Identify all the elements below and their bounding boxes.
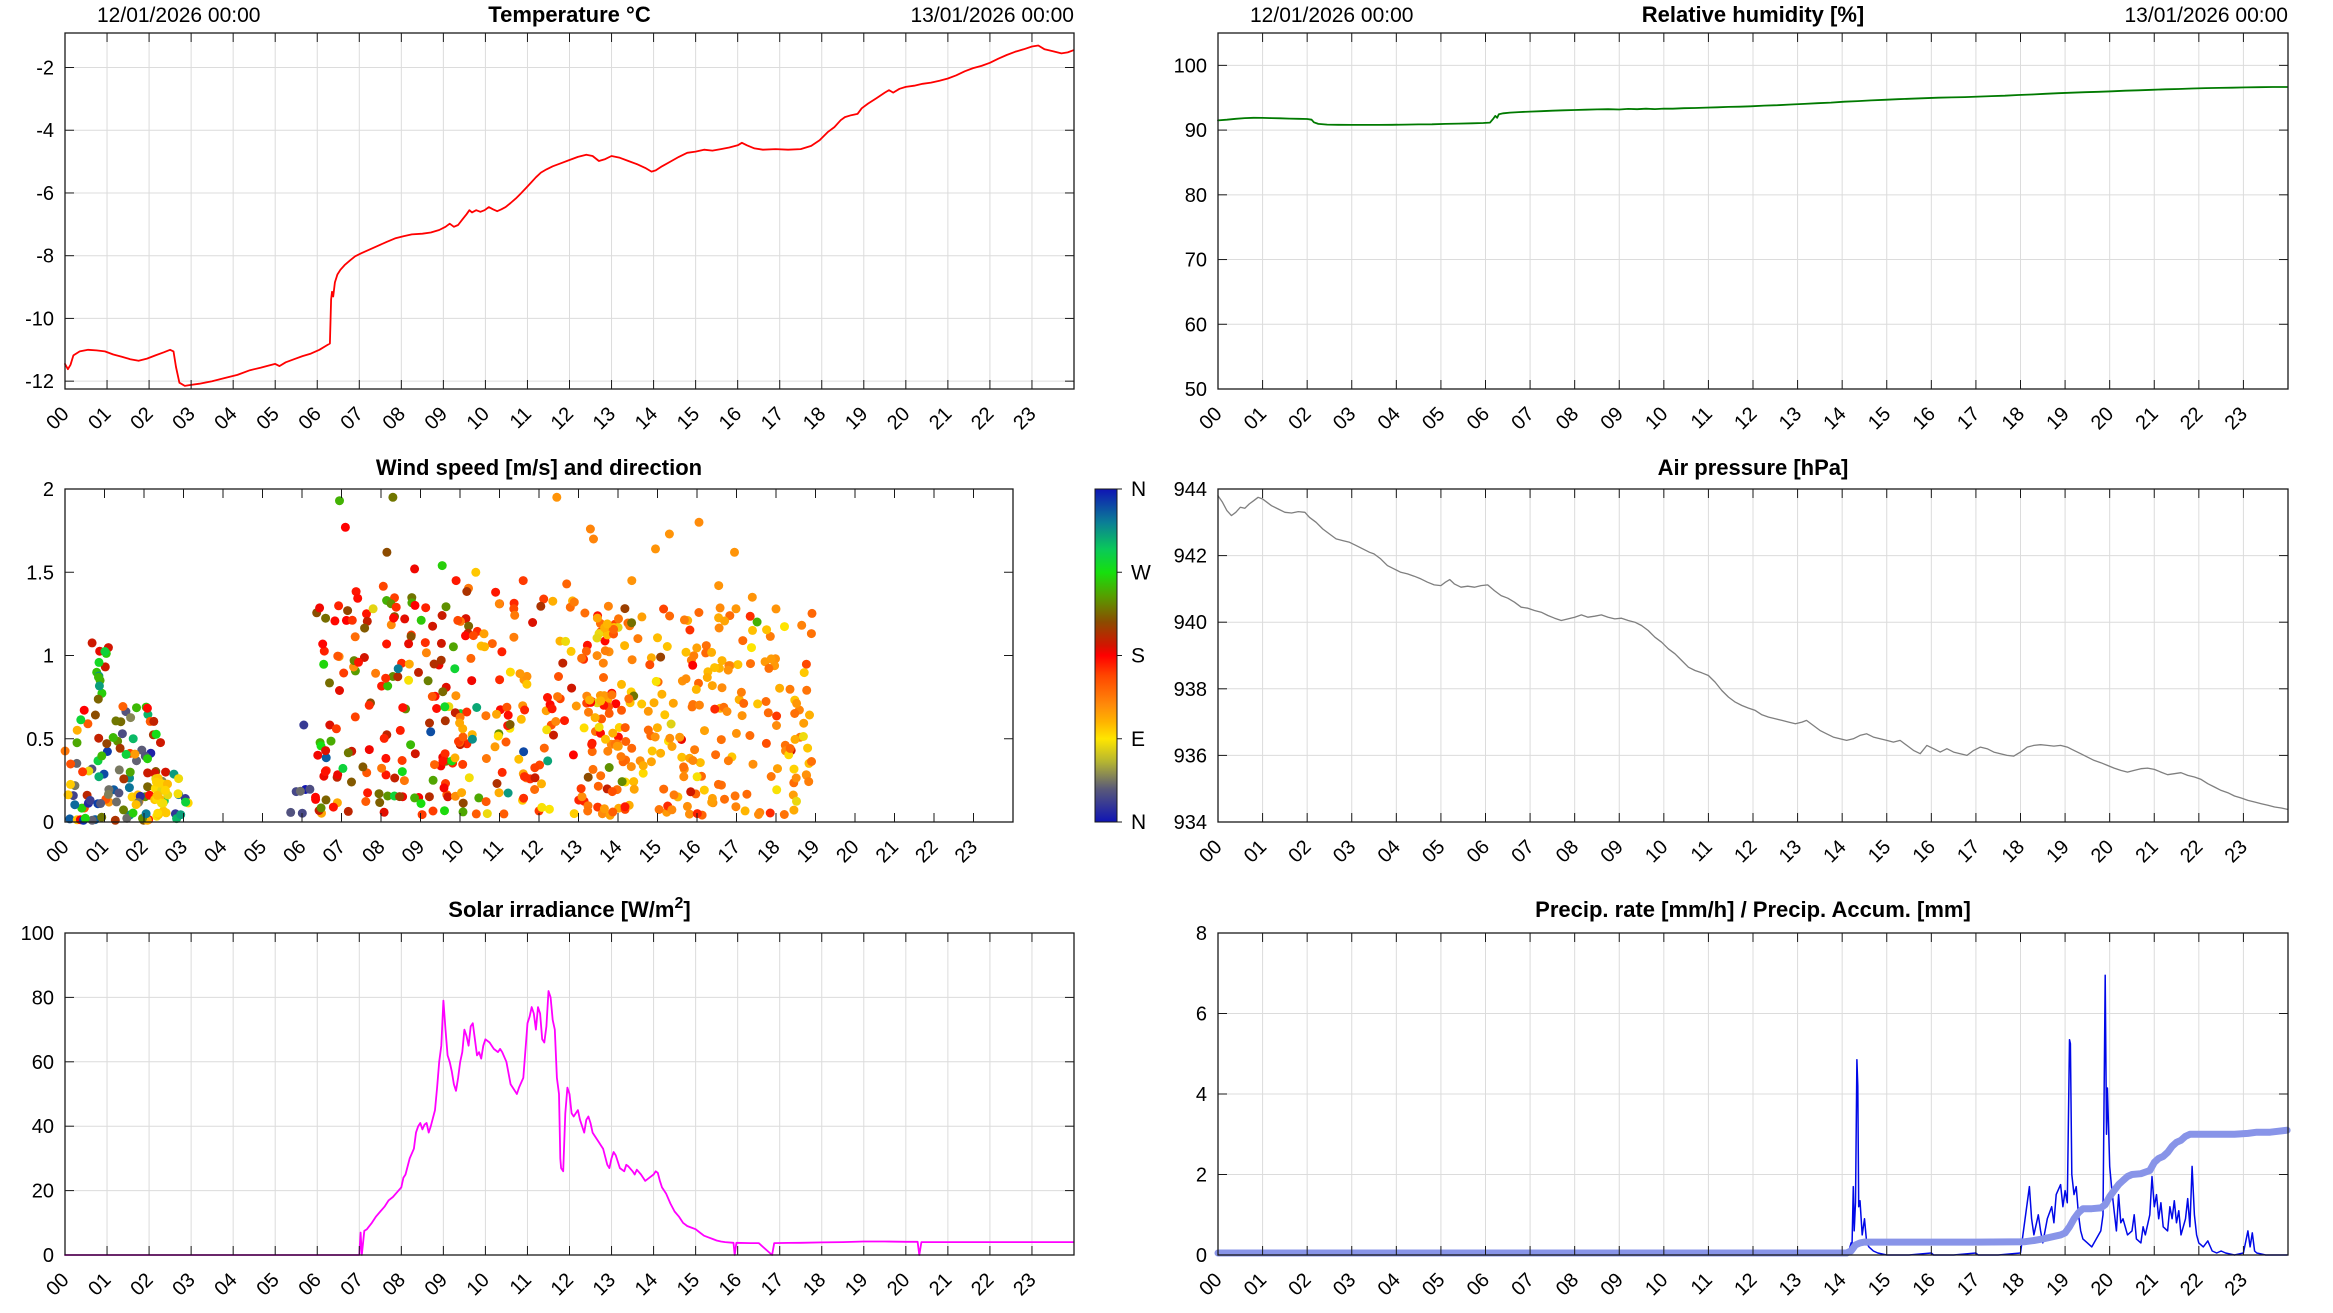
svg-text:-4: -4 <box>36 120 54 142</box>
svg-text:0: 0 <box>43 1245 54 1267</box>
wind-scatter-points <box>60 492 817 825</box>
temperature-date-right: 13/01/2026 00:00 <box>911 4 1075 27</box>
humidity-chart: 00 01 02 03 04 05 06 07 08 09 10 11 12 13 14 15 16 17 18 19… <box>1166 0 2333 437</box>
svg-text:60: 60 <box>32 1052 54 1074</box>
svg-text:-6: -6 <box>36 183 54 205</box>
panel-pressure: 00 01 02 03 04 05 06 07 08 09 10 11 12 13 14 15 16 17 18 19… <box>1166 437 2333 875</box>
precip-chart: 00 01 02 03 04 05 06 07 08 09 10 11 12 13 14 15 16 17 18 19… <box>1166 875 2333 1313</box>
svg-text:20: 20 <box>32 1181 54 1203</box>
pressure-title: Air pressure [hPa] <box>1658 455 1849 480</box>
svg-text:90: 90 <box>1185 120 1207 142</box>
panel-humidity: 00 01 02 03 04 05 06 07 08 09 10 11 12 13 14 15 16 17 18 19… <box>1166 0 2333 437</box>
svg-text:-2: -2 <box>36 58 54 80</box>
pressure-ticks <box>1218 488 2288 823</box>
svg-text:-10: -10 <box>25 308 54 330</box>
svg-text:100: 100 <box>21 923 54 945</box>
svg-text:1.5: 1.5 <box>26 562 54 584</box>
solar-series-0 <box>64 990 1075 1256</box>
colorbar-labels: N W S E N <box>1117 478 1151 834</box>
panel-wind: 00 01 02 03 04 05 06 07 08 09 10 11 12 13 14 15 16 17 18 19… <box>0 437 1166 875</box>
svg-text:940: 940 <box>1174 612 1207 634</box>
svg-text:6: 6 <box>1196 1004 1207 1026</box>
svg-text:-12: -12 <box>25 371 54 393</box>
pressure-y-tick-labels: 934 936 938 940 942 944 <box>1174 479 1207 834</box>
svg-text:942: 942 <box>1174 546 1207 568</box>
svg-text:938: 938 <box>1174 679 1207 701</box>
svg-text:0.5: 0.5 <box>26 729 54 751</box>
temperature-ticks <box>65 33 1074 389</box>
pressure-background <box>1166 437 2333 875</box>
humidity-series-0 <box>1217 86 2288 126</box>
svg-text:E: E <box>1131 728 1145 751</box>
svg-text:944: 944 <box>1174 479 1207 501</box>
svg-text:100: 100 <box>1174 55 1207 77</box>
svg-text:N: N <box>1131 478 1146 501</box>
wind-direction-colorbar <box>1094 488 1118 823</box>
humidity-gridlines <box>1218 33 2288 389</box>
svg-text:80: 80 <box>32 987 54 1009</box>
temperature-chart: 00 01 02 03 04 05 06 07 08 09 10 11 12 13 14 15 16 17 18 19… <box>0 0 1166 437</box>
humidity-y-tick-labels: 50 60 70 80 90 100 <box>1174 55 1207 401</box>
svg-text:60: 60 <box>1185 314 1207 336</box>
wind-title: Wind speed [m/s] and direction <box>376 455 702 480</box>
wind-chart: 00 01 02 03 04 05 06 07 08 09 10 11 12 13 14 15 16 17 18 19… <box>0 437 1166 875</box>
temperature-date-left: 12/01/2026 00:00 <box>97 4 261 27</box>
pressure-chart: 00 01 02 03 04 05 06 07 08 09 10 11 12 13 14 15 16 17 18 19… <box>1166 437 2333 875</box>
wind-y-tick-labels: 0 0.5 1 1.5 2 <box>26 479 54 834</box>
temperature-title: Temperature °C <box>488 2 651 27</box>
temperature-background <box>0 0 1166 437</box>
svg-text:2: 2 <box>43 479 54 501</box>
svg-text:N: N <box>1131 811 1146 834</box>
svg-text:50: 50 <box>1185 379 1207 401</box>
svg-text:4: 4 <box>1196 1084 1207 1106</box>
svg-text:40: 40 <box>32 1116 54 1138</box>
humidity-background <box>1166 0 2333 437</box>
humidity-ticks <box>1218 33 2288 390</box>
svg-text:70: 70 <box>1185 250 1207 272</box>
solar-gridlines <box>65 933 1074 1255</box>
temperature-gridlines <box>65 33 1074 389</box>
solar-title: Solar irradiance [W/m2] <box>448 895 690 922</box>
humidity-title: Relative humidity [%] <box>1642 2 1864 27</box>
wind-ticks <box>65 488 1013 823</box>
solar-background <box>0 875 1166 1313</box>
solar-y-tick-labels: 0 20 40 60 80 100 <box>21 923 54 1267</box>
svg-text:934: 934 <box>1174 812 1207 834</box>
precip-y-tick-labels: 0 2 4 6 8 <box>1196 923 1207 1267</box>
svg-text:1: 1 <box>43 646 54 668</box>
svg-text:S: S <box>1131 645 1145 668</box>
svg-text:0: 0 <box>1196 1245 1207 1267</box>
precip-ticks <box>1218 932 2288 1256</box>
svg-text:936: 936 <box>1174 745 1207 767</box>
solar-chart: 00 01 02 03 04 05 06 07 08 09 10 11 12 13 14 15 16 17 18 19… <box>0 875 1166 1313</box>
humidity-date-left: 12/01/2026 00:00 <box>1250 4 1414 27</box>
precip-title: Precip. rate [mm/h] / Precip. Accum. [mm… <box>1535 897 1971 922</box>
svg-text:W: W <box>1131 561 1151 584</box>
svg-text:2: 2 <box>1196 1165 1207 1187</box>
panel-temperature: 00 01 02 03 04 05 06 07 08 09 10 11 12 13 14 15 16 17 18 19… <box>0 0 1166 437</box>
precip-series-1 <box>1214 1126 2291 1257</box>
precip-gridlines <box>1218 933 2288 1255</box>
solar-ticks <box>65 932 1074 1256</box>
svg-text:0: 0 <box>43 812 54 834</box>
humidity-date-right: 13/01/2026 00:00 <box>2125 4 2289 27</box>
pressure-series-0 <box>1217 495 2288 810</box>
precip-series-0 <box>1217 974 2288 1256</box>
svg-text:80: 80 <box>1185 185 1207 207</box>
panel-precip: 00 01 02 03 04 05 06 07 08 09 10 11 12 13 14 15 16 17 18 19… <box>1166 875 2333 1313</box>
panel-solar: 00 01 02 03 04 05 06 07 08 09 10 11 12 13 14 15 16 17 18 19… <box>0 875 1166 1313</box>
svg-text:8: 8 <box>1196 923 1207 945</box>
svg-text:-8: -8 <box>36 246 54 268</box>
pressure-gridlines <box>1218 489 2288 822</box>
temperature-series-0 <box>64 44 1075 387</box>
temperature-y-tick-labels: -12 -10 -8 -6 -4 -2 <box>25 58 54 394</box>
